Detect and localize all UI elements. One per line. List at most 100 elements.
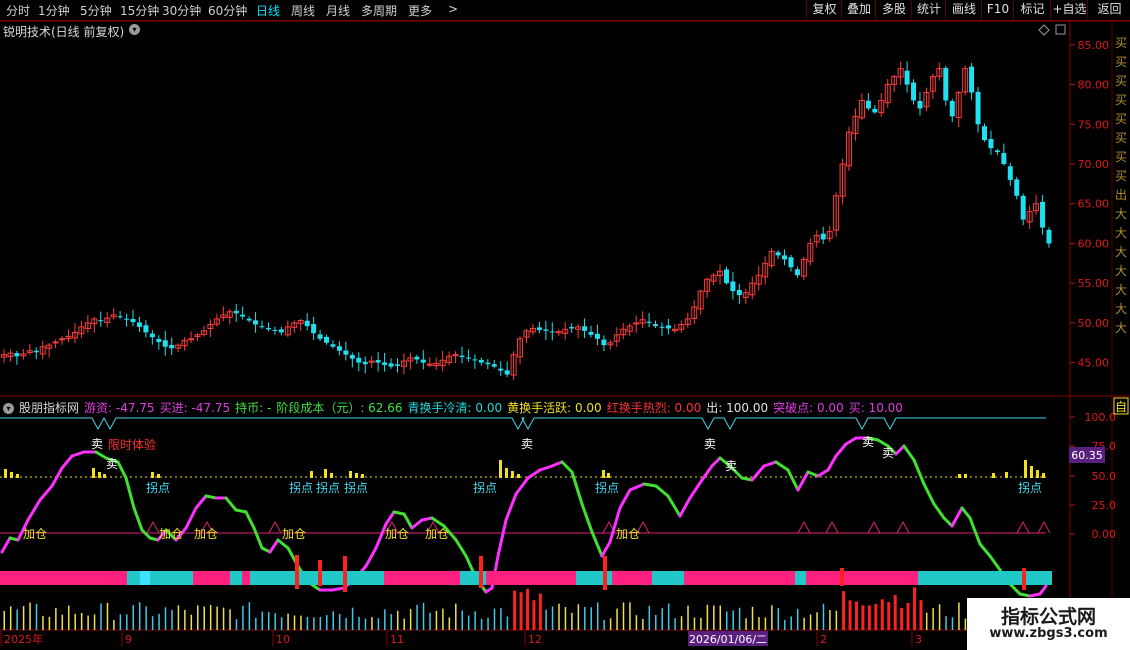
candle-body <box>923 92 930 108</box>
period-tab-3[interactable]: 15分钟 <box>120 4 160 18</box>
volume-bar <box>35 603 38 630</box>
candle-body <box>517 338 524 358</box>
toolbar-button-3[interactable]: 统计 <box>911 0 946 19</box>
candle-body <box>362 361 368 365</box>
period-tab-1[interactable]: 1分钟 <box>38 4 70 18</box>
period-tab-9[interactable]: 多周期 <box>361 4 398 18</box>
volume-bar <box>396 610 399 630</box>
volume-bar <box>9 606 12 630</box>
volume-bar <box>197 605 199 630</box>
toolbar-button-1[interactable]: 叠加 <box>841 0 876 19</box>
toolbar-button-6[interactable]: 标记 <box>1013 0 1051 19</box>
candle-body <box>246 318 252 321</box>
candle-body <box>284 326 291 336</box>
oscillator-segment <box>1008 582 1022 596</box>
volume-bar <box>326 615 328 630</box>
add-position-label-1: 加仓 <box>159 527 183 541</box>
candle-body <box>762 262 769 278</box>
volume-bar <box>190 614 193 630</box>
volume-bar <box>680 616 683 630</box>
volume-bar <box>371 617 373 630</box>
indicator-menu-button[interactable]: ▾ <box>3 403 14 414</box>
volume-bar <box>938 604 941 630</box>
activity-bar-11 <box>349 471 352 478</box>
top-toolbar: 分时 1分钟 5分钟 15分钟 30分钟 60分钟 日线 周线 月线 多周期 更多 > 复权 叠加 多股 统计… <box>0 0 1130 21</box>
more-arrow-icon[interactable]: > <box>448 2 459 16</box>
period-tab-6[interactable]: 日线 <box>256 4 281 18</box>
candle-body <box>349 355 355 359</box>
volume-bar <box>422 602 425 630</box>
candle-body <box>1014 179 1020 196</box>
marker-triangle-10 <box>896 520 910 534</box>
volume-bar <box>229 609 231 630</box>
candle-body <box>969 66 975 93</box>
period-tab-8[interactable]: 月线 <box>326 4 351 18</box>
period-tab-4[interactable]: 30分钟 <box>162 4 202 18</box>
add-position-label-2: 加仓 <box>194 527 218 541</box>
volume-bar <box>964 618 967 630</box>
volume-bar <box>61 614 64 630</box>
candle-body <box>504 370 510 375</box>
candle-body <box>400 360 407 367</box>
activity-bar-25 <box>1030 466 1033 478</box>
oscillator-segment <box>978 542 992 558</box>
oscillator-segment <box>374 522 388 550</box>
volume-bar <box>235 619 238 630</box>
toolbar-button-8[interactable]: 返回 <box>1087 0 1130 19</box>
turn-point-label-5: 拐点 <box>595 480 619 495</box>
main-chart-menu-button[interactable]: ▾ <box>129 24 140 35</box>
volume-bar <box>358 616 360 630</box>
toolbar-button-2[interactable]: 多股 <box>875 0 912 19</box>
candle-body <box>278 329 284 333</box>
oscillator-segment <box>116 460 128 480</box>
candle-body <box>717 270 724 277</box>
indicator-field-2: 持币: - <box>235 401 272 415</box>
turn-point-label-4: 拐点 <box>473 480 497 495</box>
candle-body <box>14 353 20 357</box>
period-tab-2[interactable]: 5分钟 <box>80 4 112 18</box>
marker-triangle-6 <box>636 520 650 534</box>
volume-bar <box>874 604 878 630</box>
price-label-3: 70.00 <box>1078 158 1110 171</box>
watermark-line2: www.zbgs3.com <box>989 626 1108 641</box>
candle-body <box>730 281 736 292</box>
candle-body <box>311 324 317 334</box>
sell-label-b-1: 卖 <box>725 459 737 473</box>
volume-bar <box>932 608 934 630</box>
candle-body <box>181 339 188 347</box>
volume-bar <box>474 611 476 630</box>
toolbar-button-0[interactable]: 复权 <box>806 0 842 19</box>
candle-body <box>91 318 98 325</box>
period-tab-10[interactable]: 更多 <box>408 4 433 18</box>
volume-bar <box>390 614 393 630</box>
volume-bar <box>119 614 122 630</box>
period-tab-7[interactable]: 周线 <box>291 4 316 18</box>
candle-body <box>433 362 440 367</box>
volume-bar <box>377 618 380 630</box>
oscillator-segment <box>16 518 30 542</box>
indicator-title-bar: ▾ 股朋指标网 游资: -47.75 买进: -47.75 持币: - 阶段成本（元）: … <box>3 399 908 415</box>
period-tab-5[interactable]: 60分钟 <box>208 4 248 18</box>
oscillator-segment <box>104 456 120 464</box>
toolbar-button-7[interactable]: +自选 <box>1050 0 1088 19</box>
activity-bar-26 <box>1036 470 1039 478</box>
candle-body <box>936 68 943 77</box>
toolbar-button-5[interactable]: F10 <box>981 0 1014 19</box>
volume-bar <box>416 604 418 630</box>
period-tab-0[interactable]: 分时 <box>6 4 31 18</box>
volume-bar <box>596 602 599 630</box>
candle-body <box>485 362 491 365</box>
activity-bar-22 <box>992 473 995 478</box>
candle-body <box>20 353 27 357</box>
oscillator-segment <box>580 502 594 534</box>
date-label-7: 3 <box>915 633 922 646</box>
candle-body <box>523 330 530 338</box>
volume-bar <box>74 613 76 630</box>
candle-body <box>839 163 846 197</box>
volume-bar <box>577 604 580 630</box>
candle-body <box>194 334 201 338</box>
candle-body <box>59 338 66 341</box>
toolbar-button-4[interactable]: 画线 <box>945 0 982 19</box>
oscillator-segment <box>608 506 622 544</box>
top-signal-line <box>0 416 1046 431</box>
